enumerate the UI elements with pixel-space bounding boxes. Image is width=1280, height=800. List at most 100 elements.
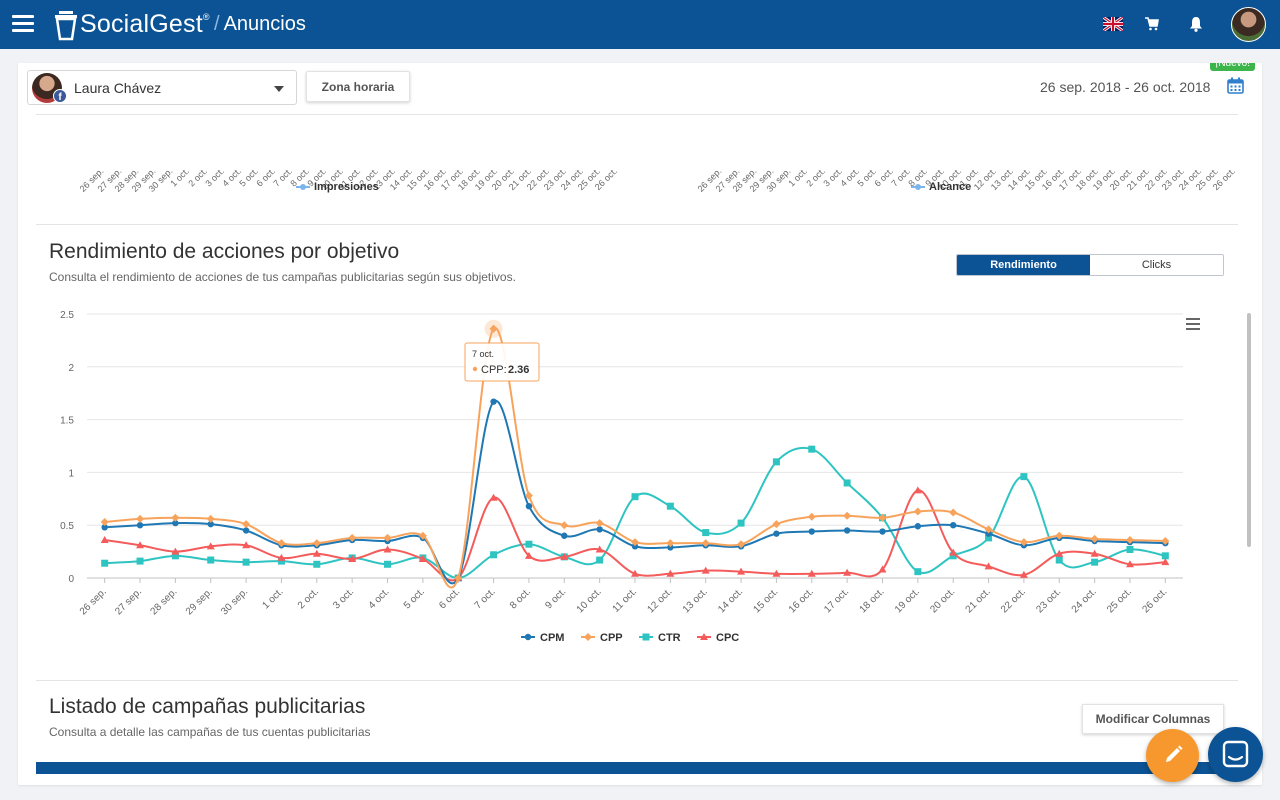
edit-button[interactable] — [1146, 729, 1199, 782]
data-point-cpc — [560, 552, 569, 560]
data-point-cpc — [524, 551, 533, 559]
data-point-cpc — [171, 547, 180, 555]
performance-chart: 0 0.5 1 1.5 2 2.5 26 sep. 27 sep. 28 sep. 29 sep.… — [60, 310, 1183, 644]
legend-item-ctr[interactable]: CTR — [658, 632, 681, 644]
account-selector[interactable]: f Laura Chávez — [27, 70, 297, 105]
data-point-ctr — [631, 493, 639, 501]
data-point-cpp — [631, 538, 639, 547]
data-point-cpc — [878, 565, 887, 573]
tooltip-date: 7 oct. — [472, 349, 494, 359]
data-point-cpm — [773, 530, 780, 537]
data-point-cpc — [489, 493, 498, 501]
chat-button[interactable] — [1208, 727, 1263, 782]
data-point-cpm — [985, 530, 992, 537]
series-line-cpm — [104, 399, 1166, 585]
data-point-cpm — [207, 520, 214, 528]
data-point-cpp — [418, 531, 427, 540]
data-point-cpp — [1125, 535, 1134, 544]
data-point-cpp — [843, 511, 852, 520]
legend-marker — [296, 183, 310, 191]
x-tick-label: 2 oct. — [185, 165, 209, 189]
y-tick-label: 1.5 — [60, 416, 74, 427]
data-point-cpc — [206, 542, 215, 550]
chart-menu-icon[interactable] — [1186, 318, 1200, 330]
data-point-ctr — [384, 560, 392, 568]
data-point-cpp — [913, 507, 922, 516]
x-tick-label: 3 oct. — [821, 165, 844, 189]
data-point-cpc — [1090, 549, 1099, 557]
data-point-cpc — [348, 554, 357, 562]
listing-subtitle: Consulta a detalle las campañas de tus c… — [49, 725, 371, 739]
x-tick-label: 15 oct. — [752, 586, 781, 615]
brand-name[interactable]: SocialGest® — [80, 10, 210, 38]
data-point-cpp — [1019, 538, 1028, 547]
x-tick-label: 1 oct. — [168, 165, 192, 189]
legend-marker — [642, 633, 650, 641]
x-tick-label: 4 oct. — [838, 165, 861, 189]
data-point-ctr — [772, 458, 780, 466]
x-tick-label: 9 oct. — [543, 586, 568, 611]
data-point-cpm — [490, 398, 497, 405]
data-point-cpp — [878, 513, 887, 522]
y-tick-label: 2 — [68, 363, 74, 374]
data-point-cpc — [1055, 549, 1064, 557]
data-point-cpp — [737, 540, 746, 549]
x-tick-label: 18 oct. — [858, 586, 887, 615]
data-point-cpc — [242, 541, 251, 549]
y-tick-label: 1 — [68, 468, 74, 479]
data-point-ctr — [277, 557, 285, 565]
legend-reach[interactable]: Alcance — [911, 181, 971, 193]
data-point-ctr — [949, 552, 957, 560]
data-point-cpm — [631, 543, 639, 550]
uk-flag-icon[interactable] — [1103, 17, 1123, 31]
legend-impressions[interactable]: Impresiones — [296, 181, 379, 193]
data-point-cpp — [595, 519, 604, 528]
x-tick-label: 1 oct. — [786, 165, 810, 189]
hamburger-icon[interactable] — [12, 15, 34, 33]
x-tick-label: 19 oct. — [893, 586, 922, 615]
data-point-cpm — [525, 502, 533, 510]
data-point-cpc — [1125, 560, 1134, 568]
tab-rendimiento[interactable]: Rendimiento — [957, 255, 1090, 275]
modify-columns-button[interactable]: Modificar Columnas — [1082, 704, 1224, 734]
data-point-ctr — [985, 534, 993, 542]
data-point-cpm — [843, 527, 851, 534]
data-point-cpc — [666, 569, 675, 577]
legend-item-cpm[interactable]: CPM — [540, 632, 564, 644]
tab-clicks[interactable]: Clicks — [1090, 255, 1223, 275]
calendar-icon[interactable] — [1227, 77, 1244, 94]
bell-icon[interactable] — [1189, 16, 1203, 32]
y-tick-label: 2.5 — [60, 310, 74, 321]
legend-item-cpc[interactable]: CPC — [716, 632, 739, 644]
scrollbar[interactable] — [1247, 313, 1251, 547]
date-range[interactable]: 26 sep. 2018 - 26 oct. 2018 — [1040, 79, 1211, 95]
data-point-cpp — [1161, 537, 1170, 546]
data-point-ctr — [136, 557, 144, 565]
tooltip — [464, 342, 540, 382]
table-header — [36, 762, 1238, 774]
hovered-data-point — [489, 324, 498, 333]
data-point-cpp — [100, 518, 109, 527]
data-point-cpp — [348, 533, 357, 542]
x-tick-label: 1 oct. — [260, 586, 285, 611]
x-tick-label: 5 oct. — [402, 586, 427, 611]
user-avatar[interactable] — [1231, 7, 1266, 42]
data-point-cpp — [242, 520, 251, 529]
legend-item-cpp[interactable]: CPP — [600, 632, 623, 644]
timezone-button[interactable]: Zona horaria — [306, 71, 410, 102]
cart-icon[interactable] — [1145, 17, 1159, 31]
x-tick-label: 13 oct. — [681, 586, 710, 615]
data-point-ctr — [1055, 556, 1063, 564]
data-point-ctr — [914, 568, 922, 576]
new-badge: ¡Nuevo! — [1210, 63, 1256, 71]
data-point-ctr — [525, 540, 533, 548]
data-point-ctr — [702, 529, 710, 537]
data-point-cpp — [1090, 534, 1099, 543]
x-tick-label: 5 oct. — [237, 165, 260, 189]
data-point-ctr — [1126, 545, 1134, 553]
x-tick-label: 29 sep. — [184, 586, 215, 617]
data-point-ctr — [207, 556, 215, 564]
x-tick-label: 8 oct. — [508, 586, 533, 611]
x-tick-label: 6 oct. — [254, 165, 277, 189]
data-point-cpp — [949, 508, 958, 517]
